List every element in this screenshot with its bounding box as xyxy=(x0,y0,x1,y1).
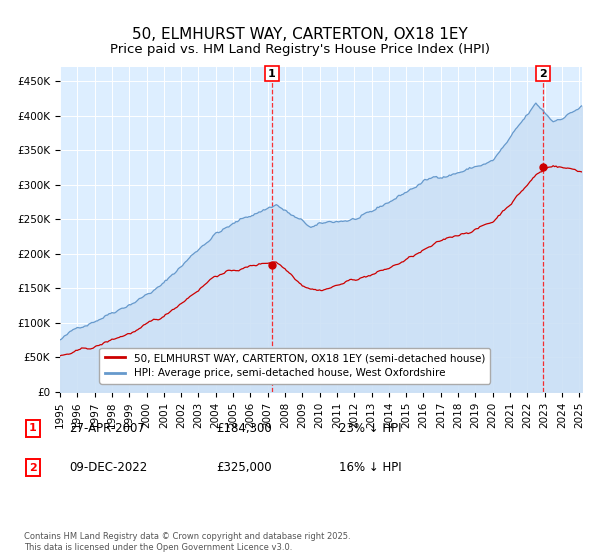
Text: Price paid vs. HM Land Registry's House Price Index (HPI): Price paid vs. HM Land Registry's House … xyxy=(110,43,490,56)
Text: 27-APR-2007: 27-APR-2007 xyxy=(69,422,145,435)
Text: 2: 2 xyxy=(29,463,37,473)
Text: £184,300: £184,300 xyxy=(216,422,272,435)
Text: 16% ↓ HPI: 16% ↓ HPI xyxy=(339,461,401,474)
Text: 1: 1 xyxy=(268,68,276,78)
Text: 1: 1 xyxy=(29,423,37,433)
Text: 09-DEC-2022: 09-DEC-2022 xyxy=(69,461,147,474)
Text: Contains HM Land Registry data © Crown copyright and database right 2025.
This d: Contains HM Land Registry data © Crown c… xyxy=(24,532,350,552)
Text: 2: 2 xyxy=(539,68,547,78)
Text: 50, ELMHURST WAY, CARTERTON, OX18 1EY: 50, ELMHURST WAY, CARTERTON, OX18 1EY xyxy=(132,27,468,42)
Text: £325,000: £325,000 xyxy=(216,461,272,474)
Text: 23% ↓ HPI: 23% ↓ HPI xyxy=(339,422,401,435)
Legend: 50, ELMHURST WAY, CARTERTON, OX18 1EY (semi-detached house), HPI: Average price,: 50, ELMHURST WAY, CARTERTON, OX18 1EY (s… xyxy=(100,348,490,384)
